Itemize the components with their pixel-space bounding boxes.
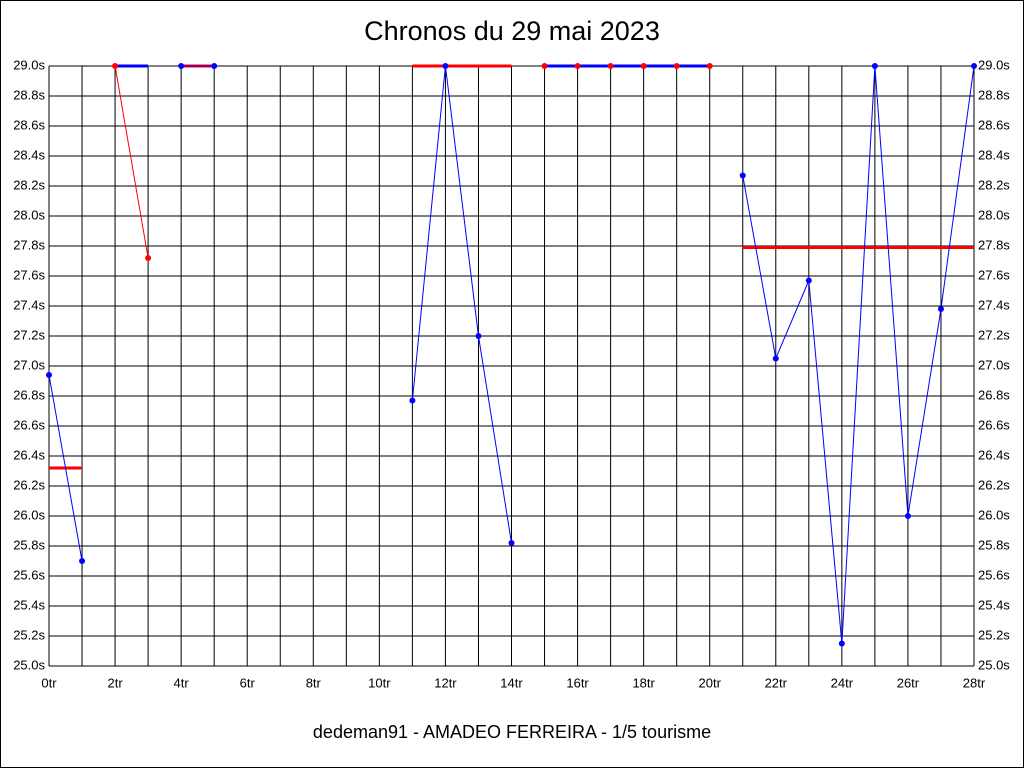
y-tick-label: 29.0s (13, 57, 45, 72)
data-point (838, 640, 845, 647)
data-point (607, 63, 614, 69)
data-point (673, 63, 680, 69)
y2-tick-label: 25.6s (978, 567, 1010, 582)
data-point (574, 63, 581, 69)
y-tick-label: 27.4s (13, 297, 45, 312)
x-tick-label: 24tr (831, 675, 854, 690)
x-tick-label: 0tr (41, 675, 57, 690)
y-tick-label: 28.2s (13, 177, 45, 192)
y2-tick-label: 27.0s (978, 357, 1010, 372)
data-point (442, 63, 449, 69)
x-tick-label: 26tr (897, 675, 920, 690)
x-tick-label: 14tr (500, 675, 523, 690)
data-point (46, 372, 52, 378)
y-tick-label: 26.0s (13, 507, 45, 522)
y2-tick-label: 26.2s (978, 477, 1010, 492)
data-point (178, 63, 185, 69)
data-point (211, 63, 218, 69)
data-point (772, 355, 779, 362)
y-tick-label: 28.0s (13, 207, 45, 222)
x-tick-label: 2tr (107, 675, 123, 690)
data-point (805, 277, 812, 284)
y-tick-label: 27.2s (13, 327, 45, 342)
data-point (640, 63, 647, 69)
y-tick-label: 27.0s (13, 357, 45, 372)
y-tick-label: 28.8s (13, 87, 45, 102)
y2-tick-label: 25.2s (978, 627, 1010, 642)
y2-tick-label: 29.0s (978, 57, 1010, 72)
y-tick-label: 28.4s (13, 147, 45, 162)
y-tick-label: 25.0s (13, 657, 45, 672)
y2-tick-label: 27.2s (978, 327, 1010, 342)
data-point (971, 63, 977, 69)
data-point (112, 63, 119, 69)
y-tick-label: 27.6s (13, 267, 45, 282)
x-tick-label: 4tr (174, 675, 190, 690)
x-tick-label: 28tr (963, 675, 986, 690)
y2-tick-label: 28.4s (978, 147, 1010, 162)
data-point (904, 513, 911, 519)
y2-tick-label: 25.0s (978, 657, 1010, 672)
chart-title: Chronos du 29 mai 2023 (364, 16, 660, 46)
y2-tick-label: 28.2s (978, 177, 1010, 192)
y-tick-label: 25.2s (13, 627, 45, 642)
y2-tick-label: 28.6s (978, 117, 1010, 132)
data-point (475, 333, 482, 339)
y-tick-label: 27.8s (13, 237, 45, 252)
y2-tick-label: 26.8s (978, 387, 1010, 402)
y-tick-label: 26.6s (13, 417, 45, 432)
y-tick-label: 25.6s (13, 567, 45, 582)
x-tick-label: 16tr (566, 675, 589, 690)
x-tick-label: 22tr (765, 675, 788, 690)
x-tick-label: 10tr (368, 675, 391, 690)
x-tick-label: 6tr (240, 675, 256, 690)
y2-tick-label: 27.4s (978, 297, 1010, 312)
y-tick-label: 26.8s (13, 387, 45, 402)
y2-tick-label: 27.8s (978, 237, 1010, 252)
y2-tick-label: 25.4s (978, 597, 1010, 612)
data-point (871, 63, 878, 69)
y2-tick-label: 26.0s (978, 507, 1010, 522)
y-tick-label: 26.4s (13, 447, 45, 462)
data-point (409, 397, 416, 404)
series-line (742, 65, 975, 644)
x-axis-label: dedeman91 - AMADEO FERREIRA - 1/5 touris… (313, 722, 711, 742)
data-point (145, 255, 152, 261)
y2-tick-label: 26.4s (978, 447, 1010, 462)
data-point (739, 172, 746, 179)
data-point (706, 63, 713, 69)
data-point (508, 540, 515, 546)
y2-tick-label: 25.8s (978, 537, 1010, 552)
y-tick-label: 26.2s (13, 477, 45, 492)
data-point (541, 63, 548, 69)
data-point (937, 306, 944, 312)
y2-tick-label: 28.0s (978, 207, 1010, 222)
data-point (79, 558, 86, 564)
y2-tick-label: 26.6s (978, 417, 1010, 432)
y2-tick-label: 28.8s (978, 87, 1010, 102)
x-tick-label: 12tr (434, 675, 457, 690)
y-tick-label: 25.4s (13, 597, 45, 612)
series-line (411, 65, 512, 544)
y-tick-label: 28.6s (13, 117, 45, 132)
y2-tick-label: 27.6s (978, 267, 1010, 282)
x-tick-label: 18tr (632, 675, 655, 690)
x-tick-label: 8tr (306, 675, 322, 690)
series-line (48, 374, 83, 562)
y-tick-label: 25.8s (13, 537, 45, 552)
x-tick-label: 20tr (699, 675, 722, 690)
series-line (114, 65, 149, 259)
